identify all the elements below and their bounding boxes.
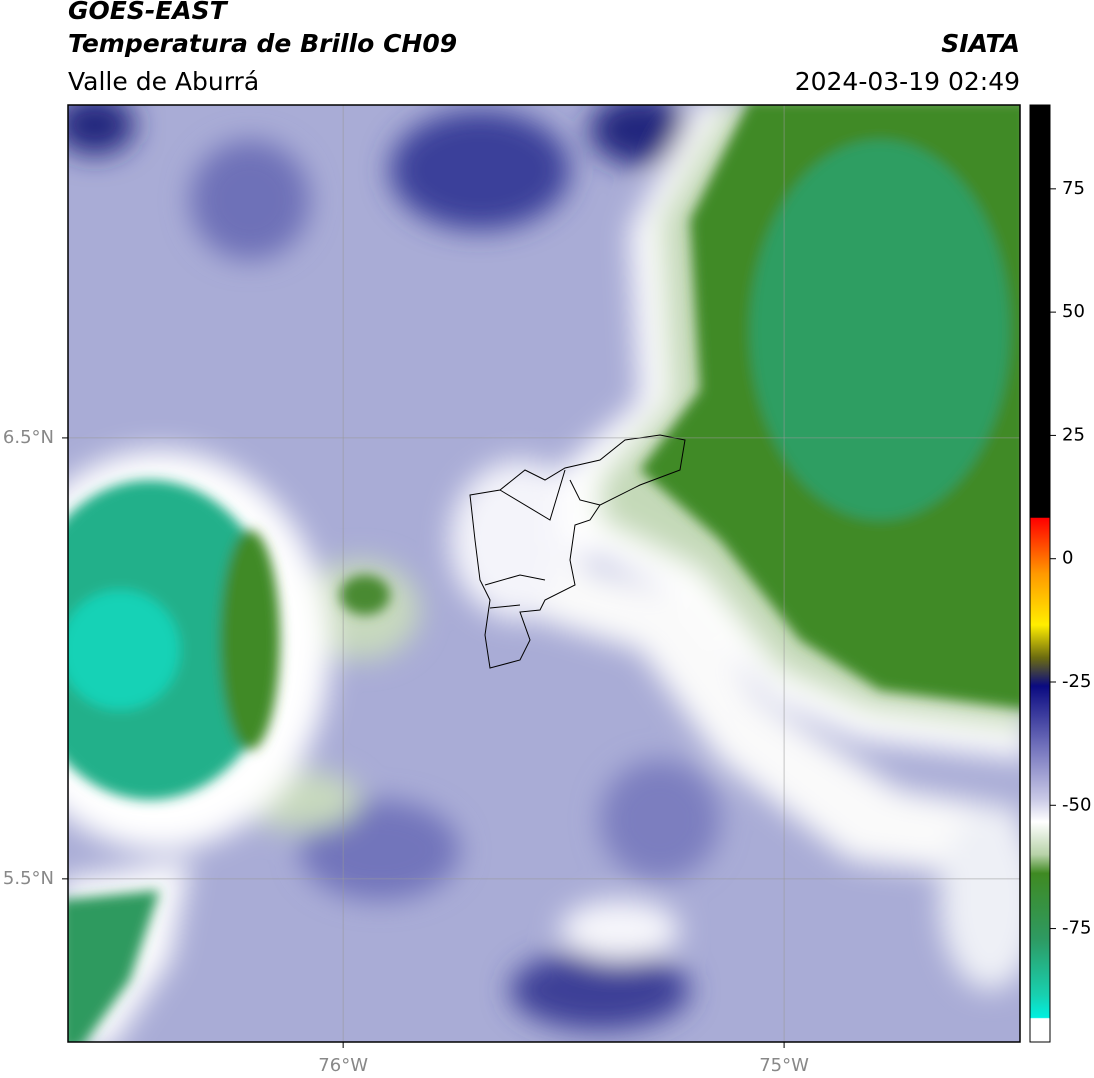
source: SIATA <box>941 29 1020 58</box>
datetime: 2024-03-19 02:49 <box>795 67 1020 96</box>
x-tick-label: 75°W <box>759 1055 809 1076</box>
map-frame <box>67 104 1021 1043</box>
graticule <box>68 105 1020 1042</box>
title: GOES-EAST <box>68 0 229 25</box>
satellite-image <box>68 105 1020 1042</box>
x-tick-label: 76°W <box>318 1055 368 1076</box>
y-tick-label: 6.5°N <box>3 427 54 448</box>
colorbar-tick-label: -75 <box>1062 918 1091 939</box>
colorbar <box>1029 104 1051 1043</box>
colorbar-tick-label: 0 <box>1062 548 1073 569</box>
colorbar-tick-label: -25 <box>1062 671 1091 692</box>
colorbar-tick-label: 50 <box>1062 301 1085 322</box>
colorbar-tick-label: 25 <box>1062 424 1085 445</box>
subtitle: Temperatura de Brillo CH09 <box>68 29 457 58</box>
y-tick-label: 5.5°N <box>3 868 54 889</box>
colorbar-tick-label: -50 <box>1062 794 1091 815</box>
colorbar-tick-label: 75 <box>1062 178 1085 199</box>
municipal-boundaries <box>469 434 686 669</box>
region: Valle de Aburrá <box>68 67 259 96</box>
